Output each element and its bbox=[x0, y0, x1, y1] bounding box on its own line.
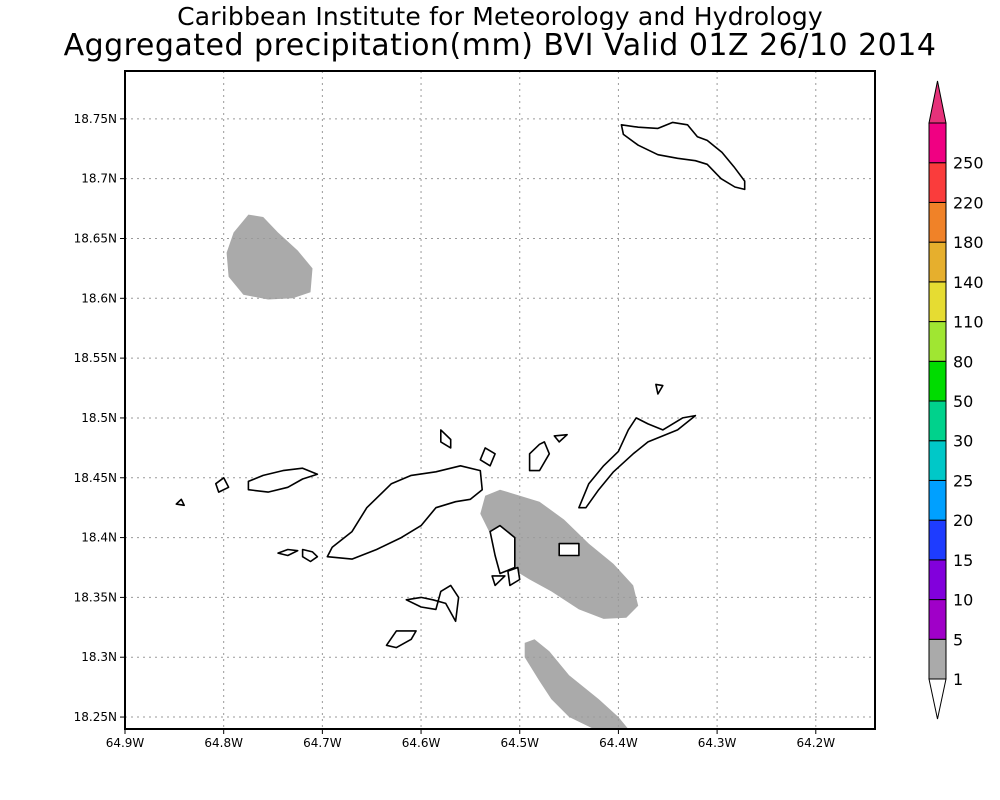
island-outline bbox=[553, 433, 568, 443]
colorbar-segment bbox=[928, 201, 947, 243]
y-tick-label: 18.75N bbox=[74, 112, 117, 126]
colorbar-segment bbox=[928, 400, 947, 442]
colorbar-label: 25 bbox=[953, 471, 973, 490]
colorbar-segment bbox=[928, 360, 947, 402]
colorbar-segment bbox=[928, 479, 947, 521]
title-institute: Caribbean Institute for Meteorology and … bbox=[177, 2, 823, 31]
colorbar-bottom-arrow bbox=[928, 678, 947, 720]
island-outline bbox=[277, 548, 299, 557]
colorbar-label: 110 bbox=[953, 313, 984, 332]
island-outline bbox=[489, 524, 516, 575]
colorbar-segment bbox=[928, 281, 947, 323]
colorbar-label: 10 bbox=[953, 591, 973, 610]
x-tick-label: 64.4W bbox=[599, 736, 638, 750]
colorbar-segment bbox=[928, 241, 947, 283]
y-tick-label: 18.4N bbox=[81, 531, 117, 545]
colorbar-segment bbox=[928, 638, 947, 680]
colorbar-label: 180 bbox=[953, 233, 984, 252]
island-outline bbox=[528, 441, 551, 472]
colorbar-label: 80 bbox=[953, 352, 973, 371]
y-tick-label: 18.45N bbox=[74, 471, 117, 485]
x-tick-label: 64.9W bbox=[106, 736, 145, 750]
island-outline bbox=[385, 630, 417, 649]
colorbar-label: 15 bbox=[953, 551, 973, 570]
island-outline bbox=[655, 383, 664, 395]
colorbar-segment bbox=[928, 519, 947, 561]
island-outline bbox=[491, 575, 506, 587]
island-outline bbox=[175, 498, 185, 507]
island-outline bbox=[405, 584, 460, 623]
x-tick-label: 64.7W bbox=[303, 736, 342, 750]
island-outline bbox=[479, 447, 496, 467]
x-tick-label: 64.5W bbox=[500, 736, 539, 750]
y-tick-label: 18.25N bbox=[74, 710, 117, 724]
colorbar-segment bbox=[928, 559, 947, 601]
y-tick-label: 18.3N bbox=[81, 650, 117, 664]
y-tick-label: 18.65N bbox=[74, 231, 117, 245]
colorbar-label: 250 bbox=[953, 154, 984, 173]
colorbar-top-arrow bbox=[928, 80, 947, 124]
island-outline bbox=[301, 548, 319, 563]
colorbar-label: 220 bbox=[953, 193, 984, 212]
x-tick-label: 64.3W bbox=[698, 736, 737, 750]
island-outline bbox=[558, 542, 580, 557]
island-outline bbox=[620, 121, 746, 191]
colorbar-label: 50 bbox=[953, 392, 973, 411]
colorbar-segment bbox=[928, 440, 947, 481]
plot-area bbox=[125, 71, 875, 729]
y-tick-label: 18.7N bbox=[81, 172, 117, 186]
x-tick-label: 64.8W bbox=[204, 736, 243, 750]
island-outline bbox=[507, 566, 521, 587]
island-outline bbox=[326, 464, 484, 560]
y-tick-label: 18.6N bbox=[81, 291, 117, 305]
y-tick-label: 18.55N bbox=[74, 351, 117, 365]
colorbar-segment bbox=[928, 162, 947, 203]
colorbar-segment bbox=[928, 122, 947, 164]
colorbar-label: 5 bbox=[953, 630, 963, 649]
y-tick-label: 18.5N bbox=[81, 411, 117, 425]
colorbar-label: 30 bbox=[953, 432, 973, 451]
precip-area bbox=[226, 214, 313, 300]
colorbar-segment bbox=[928, 599, 947, 640]
colorbar-segment bbox=[928, 321, 947, 362]
plot-frame bbox=[124, 70, 876, 730]
colorbar-label: 1 bbox=[953, 670, 963, 689]
island-outline bbox=[439, 429, 452, 449]
island-outline bbox=[247, 467, 319, 493]
y-tick-label: 18.35N bbox=[74, 590, 117, 604]
island-outline bbox=[215, 476, 230, 493]
colorbar-label: 140 bbox=[953, 273, 984, 292]
x-tick-label: 64.6W bbox=[402, 736, 441, 750]
title-product: Aggregated precipitation(mm) BVI Valid 0… bbox=[63, 28, 937, 63]
x-tick-label: 64.2W bbox=[796, 736, 835, 750]
precip-area bbox=[524, 639, 629, 729]
colorbar-label: 20 bbox=[953, 511, 973, 530]
island-outline bbox=[578, 414, 697, 509]
